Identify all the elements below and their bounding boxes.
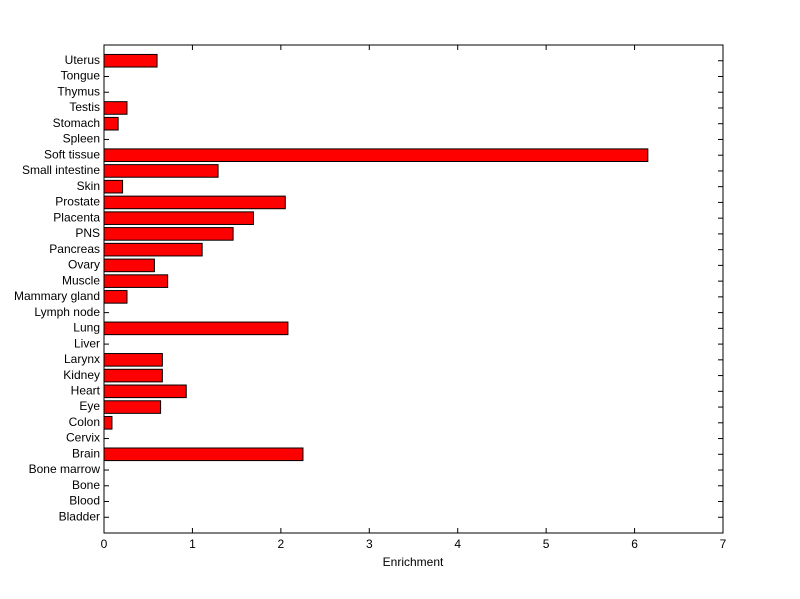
bar (103, 258, 155, 273)
y-tick-label: Lymph node (34, 305, 100, 319)
x-tick-label: 2 (278, 537, 285, 551)
x-tick-label: 0 (101, 537, 108, 551)
y-tick-label: Liver (74, 336, 100, 350)
bar (103, 211, 254, 225)
y-tick-label: Colon (69, 415, 100, 429)
x-tick-label: 1 (189, 537, 196, 551)
y-tick-label: Small intestine (22, 163, 100, 177)
y-tick-label: Heart (71, 383, 101, 397)
bar (103, 416, 113, 430)
bar (103, 242, 203, 257)
y-tick-label: Skin (77, 179, 100, 193)
bar (103, 195, 286, 210)
x-tick-label: 6 (631, 537, 638, 551)
x-tick-label: 3 (366, 537, 373, 551)
bar (103, 368, 163, 383)
y-tick-label: Tongue (61, 69, 101, 83)
y-tick-label: Larynx (64, 352, 100, 366)
y-tick-label: Spleen (63, 132, 100, 146)
x-axis-label: Enrichment (383, 555, 444, 569)
y-tick-label: Thymus (57, 84, 100, 98)
y-tick-label: Bone (72, 478, 100, 492)
x-tick-label: 7 (720, 537, 727, 551)
bar (103, 290, 128, 304)
y-tick-label: Mammary gland (14, 289, 100, 303)
y-tick-label: Muscle (62, 273, 100, 287)
y-tick-label: Stomach (53, 116, 100, 130)
bar (103, 179, 124, 194)
y-tick-label: PNS (75, 226, 100, 240)
bar (103, 321, 289, 336)
y-tick-label: Bone marrow (29, 462, 101, 476)
y-tick-label: Pancreas (49, 242, 100, 256)
y-tick-label: Placenta (53, 210, 100, 224)
bar (103, 400, 162, 414)
bar (103, 164, 219, 178)
y-tick-label: Lung (73, 321, 100, 335)
y-tick-label: Soft tissue (44, 147, 100, 161)
bar (103, 227, 234, 241)
y-tick-label: Cervix (66, 431, 100, 445)
y-tick-label: Testis (69, 100, 100, 114)
bar (103, 274, 169, 288)
bar (103, 353, 163, 367)
y-tick-label: Bladder (59, 509, 100, 523)
y-tick-label: Kidney (63, 368, 100, 382)
y-tick-label: Prostate (55, 195, 100, 209)
x-tick-label: 4 (454, 537, 461, 551)
bar (103, 148, 649, 162)
bar (103, 53, 158, 68)
bar (103, 447, 304, 462)
bar (103, 101, 128, 115)
x-tick-label: 5 (543, 537, 550, 551)
bar (103, 384, 187, 399)
y-tick-label: Ovary (68, 258, 100, 272)
y-tick-label: Brain (72, 446, 100, 460)
y-tick-label: Eye (79, 399, 100, 413)
bar (103, 116, 119, 131)
y-tick-label: Blood (69, 494, 100, 508)
y-tick-label: Uterus (65, 53, 100, 67)
